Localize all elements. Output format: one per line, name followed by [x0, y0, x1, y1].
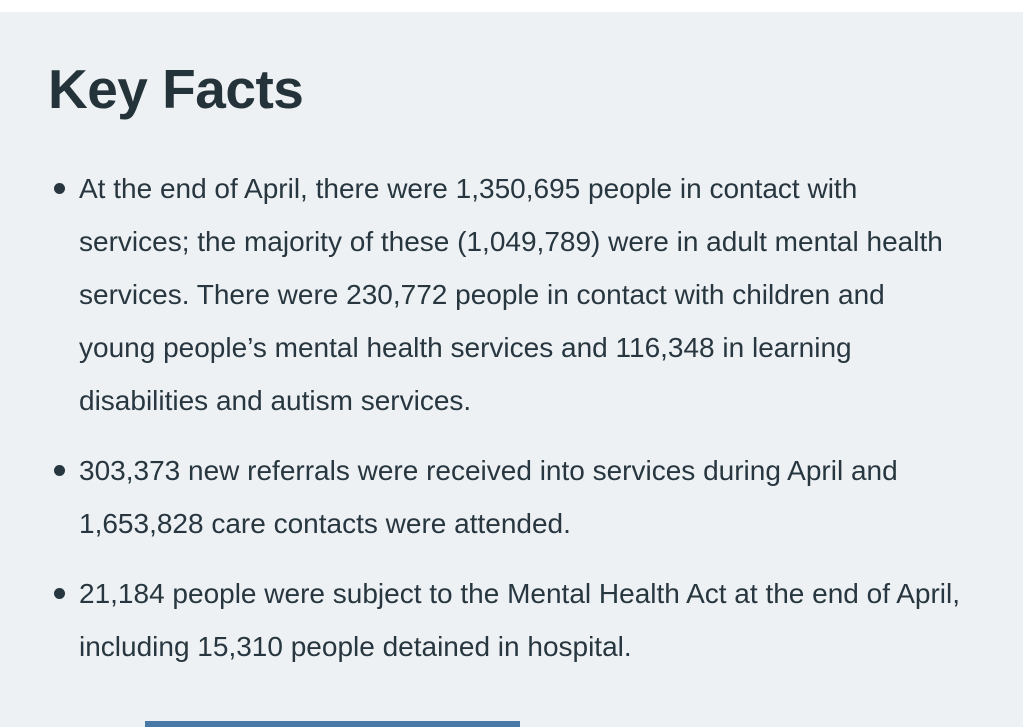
page-top-margin	[0, 0, 1023, 12]
key-facts-list: At the end of April, there were 1,350,69…	[48, 162, 963, 673]
key-fact-text: 21,184 people were subject to the Mental…	[79, 578, 961, 662]
bullet-icon	[54, 183, 65, 194]
bottom-accent-bar	[145, 721, 520, 727]
key-fact-item: At the end of April, there were 1,350,69…	[48, 162, 963, 427]
bullet-icon	[54, 465, 65, 476]
page-title: Key Facts	[48, 58, 304, 120]
key-fact-text: At the end of April, there were 1,350,69…	[79, 173, 943, 416]
bullet-icon	[54, 588, 65, 599]
key-fact-item: 303,373 new referrals were received into…	[48, 444, 963, 550]
key-fact-text: 303,373 new referrals were received into…	[79, 455, 898, 539]
key-fact-item: 21,184 people were subject to the Mental…	[48, 567, 963, 673]
key-facts-page: Key Facts At the end of April, there wer…	[0, 12, 1023, 727]
